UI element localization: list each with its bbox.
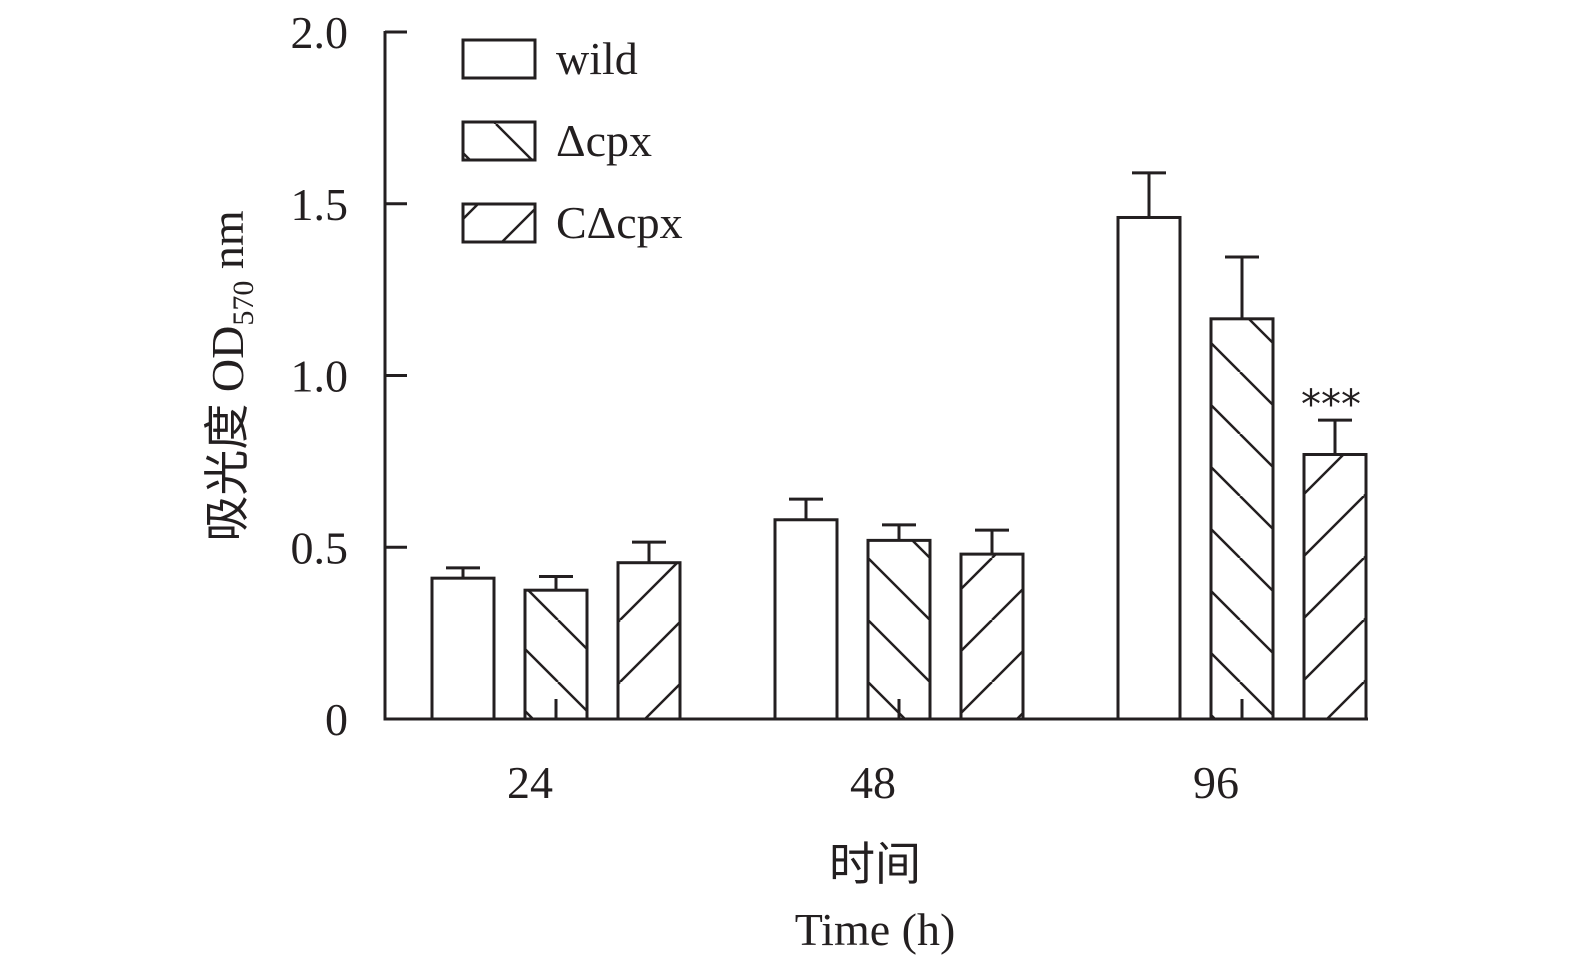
legend-item-1: Δcpx <box>461 115 652 166</box>
y-axis-title-unit: nm <box>202 210 253 281</box>
legend-swatch <box>461 202 537 244</box>
bar-Δcpx <box>523 588 589 721</box>
bar-CΔcpx <box>959 552 1025 721</box>
x-tick-label: 96 <box>1193 757 1239 808</box>
significance-annotation: *** <box>1301 382 1361 428</box>
y-tick-label: 1.5 <box>291 179 349 230</box>
legend: wild Δcpx CΔcpx <box>461 33 683 248</box>
legend-swatch <box>461 38 537 80</box>
bar-Δcpx <box>866 538 932 721</box>
legend-label: CΔcpx <box>556 197 683 248</box>
y-tick-label: 2.0 <box>291 7 349 58</box>
bar-CΔcpx <box>1302 453 1368 721</box>
legend-label: wild <box>556 33 638 84</box>
legend-swatch <box>461 120 537 162</box>
x-axis-subtitle: Time (h) <box>795 904 956 955</box>
bar-wild <box>773 518 839 721</box>
y-tick-label: 0.5 <box>291 522 349 573</box>
legend-item-0: wild <box>461 33 638 84</box>
bar-Δcpx <box>1209 317 1275 721</box>
x-tick-label: 24 <box>507 757 553 808</box>
y-axis-title: 吸光度 OD570 nm <box>202 210 260 541</box>
y-tick-label: 0 <box>325 694 348 745</box>
ticks-layer: 0 0.5 1.0 1.5 2.0 24 48 96 <box>291 7 1244 808</box>
bar-wild <box>1116 215 1182 721</box>
bar-group-96 <box>1116 171 1368 721</box>
bars-layer: *** <box>430 171 1368 721</box>
bar-CΔcpx <box>616 561 682 721</box>
legend-label: Δcpx <box>556 115 652 166</box>
y-axis-title-subscript: 570 <box>227 281 260 326</box>
bar-wild <box>430 576 496 721</box>
svg-text:吸光度 OD570 nm: 吸光度 OD570 nm <box>202 210 260 541</box>
x-tick-label: 48 <box>850 757 896 808</box>
y-tick-label: 1.0 <box>291 351 349 402</box>
bar-group-24 <box>430 540 682 721</box>
legend-item-2: CΔcpx <box>461 197 683 248</box>
x-axis-title: 时间 <box>829 839 921 890</box>
y-axis-title-main: 吸光度 OD <box>202 326 253 542</box>
bar-group-48 <box>773 497 1025 721</box>
